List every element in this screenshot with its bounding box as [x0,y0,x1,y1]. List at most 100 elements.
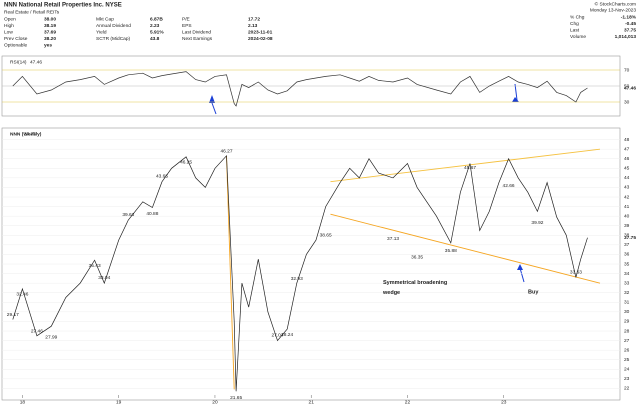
field-value: 37.69 [44,29,56,35]
field-label: Volume [570,34,586,40]
y-tick-label: 34 [624,271,630,277]
point-label: 35.43 [89,263,101,269]
last-value: 37.75 [624,235,636,241]
y-tick-label: 27 [624,338,630,344]
field-label: Open [4,16,16,22]
point-label: 37.13 [387,236,399,242]
y-tick-label: 46 [624,156,630,162]
series-line [12,71,588,107]
field-value: 38.19 [44,23,56,29]
field-value: 6.87B [150,16,163,22]
y-tick-label: 23 [624,376,630,382]
x-tick-label: 20 [212,399,218,405]
point-label: 21.65 [230,395,242,401]
field-value: 2.13 [248,23,258,29]
field-value: yes [44,43,52,48]
point-label: 27.99 [45,334,57,340]
y-tick-label: 28 [624,328,630,334]
trendline [330,213,601,284]
field-label: Next Earnings [182,36,213,42]
chart-title: NNN (Weekly) [10,131,42,137]
y-tick-label: 29 [624,319,630,325]
point-label: 46.27 [221,148,233,154]
point-label: 32.46 [16,292,28,298]
buy-arrow [517,264,523,270]
point-label: 29.17 [7,312,19,318]
y-tick-label: 39 [624,223,630,229]
y-tick-label: 45 [624,166,630,172]
field-label: Last [570,27,580,33]
y-tick-label: 30 [624,99,630,105]
y-tick-label: 36 [624,252,630,258]
field-label: SCTR (MidCap) [96,36,131,42]
legend-last: 37.75 [24,131,36,137]
trendline [330,148,601,183]
field-label: Prev Close [4,36,28,42]
field-label: EPS [182,23,192,29]
rsi-arrow [512,97,519,102]
field-value: 2023-11-01 [248,29,273,35]
point-label: 46.25 [180,160,192,166]
annotation: Symmetrical broadening wedge [382,280,447,296]
y-tick-label: 35 [624,261,630,267]
y-tick-label: 30 [624,309,630,315]
y-tick-label: 26 [624,347,630,353]
source: © StockCharts.com [595,0,636,7]
field-value: 17.72 [248,16,260,22]
point-label: 38.65 [320,232,332,238]
field-value: -0.45 [625,21,636,27]
field-label: Annual Dividend [96,23,131,29]
y-tick-label: 32 [624,290,630,296]
point-label: 35.88 [445,248,457,254]
y-tick-label: 25 [624,357,630,363]
series-line [12,154,588,392]
y-tick-label: 37 [624,242,630,248]
point-label: 42.66 [503,183,515,189]
field-value: 43.8 [150,36,160,42]
field-value: 38.00 [44,16,56,22]
y-tick-label: 24 [624,367,630,373]
field-value: 2.23 [150,23,160,29]
y-tick-label: 41 [624,204,630,210]
y-tick-label: 33 [624,280,630,286]
field-label: Yield [96,29,107,35]
field-label: Chg [570,21,579,27]
point-label: 45.67 [464,165,476,171]
field-label: Low [4,29,13,35]
header-date: Monday 13-Nov-2023 [590,7,636,13]
y-tick-label: 47 [624,146,630,152]
y-tick-label: 42 [624,194,630,200]
trendline [226,156,235,390]
field-label: Mkt Cap [96,16,114,22]
point-label: 39.63 [122,212,134,218]
point-label: 40.88 [146,211,158,217]
legend-last: 47.46 [30,59,42,65]
field-label: Last Dividend [182,29,211,35]
annotation: Buy [528,289,539,295]
legend-name: RSI(14) [10,59,27,65]
y-tick-label: 48 [624,137,630,143]
buy-arrow [519,267,525,283]
y-tick-label: 70 [624,67,630,73]
field-label: High [4,23,14,29]
y-tick-label: 31 [624,300,630,306]
point-label: 27.46 [31,328,43,334]
field-label: % Chg [570,14,585,20]
y-tick-label: 50 [624,83,630,89]
rsi-arrow [209,95,215,103]
point-label: 36.35 [411,254,423,260]
x-tick-label: 22 [405,399,411,405]
field-value: -1.18% [621,14,637,20]
field-value: 5.91% [150,29,164,35]
x-tick-label: 18 [20,399,26,405]
x-tick-label: 19 [116,399,122,405]
header-sector: Real Estate / Retail REITs [4,9,60,15]
field-label: Optionable [4,42,28,48]
field-value: 38.20 [44,36,56,42]
y-tick-label: 40 [624,213,630,219]
y-tick-label: 43 [624,185,630,191]
point-label: 43.65 [156,173,168,179]
x-tick-label: 23 [501,399,507,405]
point-label: 32.93 [291,276,303,282]
